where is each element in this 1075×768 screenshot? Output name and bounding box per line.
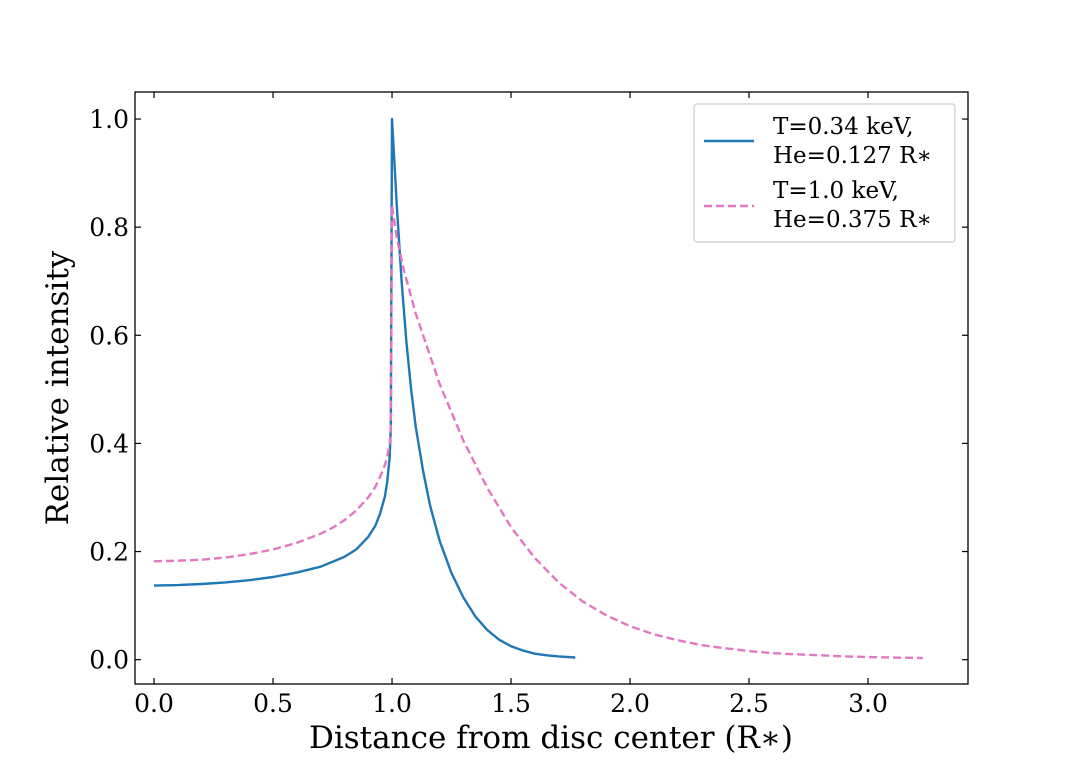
legend-label-1-line-1: T=1.0 keV, <box>773 178 899 204</box>
y-axis-label: Relative intensity <box>40 250 76 525</box>
y-tick-label: 0.2 <box>89 538 129 567</box>
legend: T=0.34 keV, He=0.127 R∗ T=1.0 keV, He=0.… <box>693 103 956 243</box>
legend-box <box>693 103 956 243</box>
x-tick-label: 2.5 <box>729 689 769 718</box>
y-tick-label: 0.6 <box>89 321 129 350</box>
y-tick-label: 0.8 <box>89 213 129 242</box>
series-line-0 <box>153 117 576 659</box>
x-axis-label: Distance from disc center (R∗) <box>309 720 793 756</box>
x-tick-label: 1.0 <box>372 689 412 718</box>
x-tick-label: 2.0 <box>610 689 650 718</box>
legend-label-0-line-1: T=0.34 keV, <box>773 114 914 140</box>
x-tick-label: 0.5 <box>253 689 293 718</box>
legend-label-0-line-2: He=0.127 R∗ <box>773 143 932 169</box>
x-tick-label: 3.0 <box>848 689 888 718</box>
series-line-1 <box>153 204 923 660</box>
x-tick-label: 1.5 <box>491 689 531 718</box>
y-tick-label: 0.0 <box>89 646 129 675</box>
tick-layer: 0.0 0.5 1.0 1.5 2.0 2.5 3.0 0.0 0.2 0.4 0.6 0.8 1.0 <box>89 92 968 718</box>
series-layer <box>153 117 923 660</box>
plot-frame <box>134 91 969 685</box>
x-tick-label: 0.0 <box>134 689 174 718</box>
y-tick-label: 0.4 <box>89 429 129 458</box>
y-tick-label: 1.0 <box>89 105 129 134</box>
legend-label-1-line-2: He=0.375 R∗ <box>773 207 932 233</box>
